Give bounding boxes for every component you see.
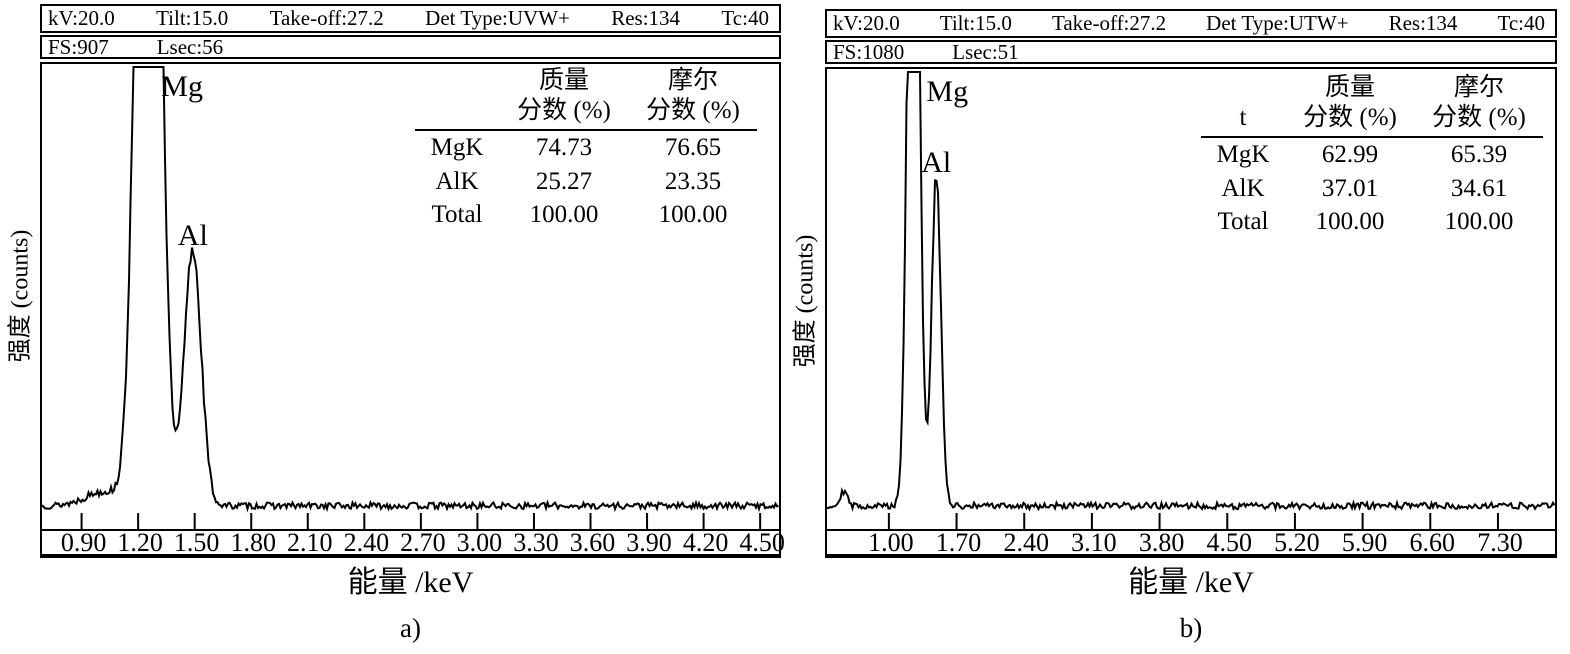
col-header-element (415, 64, 499, 131)
scale-settings-row: FS:1080 Lsec:51 (825, 40, 1557, 64)
x-tick-label: 2.40 (1003, 528, 1049, 557)
x-tick-label: 3.10 (1071, 528, 1117, 557)
cell-mass: 100.00 (529, 201, 599, 228)
setting-res: Res:134 (1388, 11, 1458, 35)
setting-tilt: Tilt:15.0 (939, 11, 1012, 35)
setting-lsec: Lsec:56 (156, 34, 224, 59)
quant-table-a: 质量 分数 (%) 摩尔 分数 (%) MgK 74.73 76.65 AlK 25… (415, 64, 757, 232)
table-row-total: Total 100.00 100.00 (415, 198, 757, 232)
spectrum-svg-b (827, 71, 1555, 529)
cell-element: Total (431, 201, 483, 228)
acquisition-settings-row: kV:20.0 Tilt:15.0 Take-off:27.2 Det Type… (825, 9, 1557, 38)
scale-settings-row: FS:907 Lsec:56 (40, 35, 781, 59)
cell-mole: 76.65 (664, 134, 722, 161)
quant-table-header: t 质量 分数 (%) 摩尔 分数 (%) (1201, 71, 1543, 138)
col-header-mole-pct: 摩尔 分数 (%) (629, 64, 757, 131)
panel-a: kV:20.0 Tilt:15.0 Take-off:27.2 Det Type… (8, 4, 785, 643)
subfigure-caption-a: a) (400, 613, 421, 643)
x-tick-label: 3.00 (456, 528, 503, 557)
plot-area-a: 质量 分数 (%) 摩尔 分数 (%) MgK 74.73 76.65 AlK 25… (40, 62, 781, 531)
col-header-mass-pct: 质量 分数 (%) (1285, 71, 1415, 138)
cell-element: Total (1217, 208, 1269, 235)
peak-label-al: Al (921, 145, 952, 179)
cell-mole: 23.35 (664, 167, 722, 195)
col-header-mass-pct: 质量 分数 (%) (499, 64, 629, 131)
setting-kv: kV:20.0 (833, 11, 900, 35)
peak-label-al: Al (177, 218, 208, 252)
cell-mass: 37.01 (1321, 174, 1379, 202)
cell-element: MgK (430, 134, 484, 161)
x-tick-label: 1.50 (173, 528, 220, 557)
x-tick-label: 2.10 (287, 528, 333, 557)
cell-element: AlK (435, 167, 479, 195)
x-axis-tick-labels-a: 0.90 1.20 1.50 1.80 2.10 2.40 2.70 3.00 3.30 3.60… (40, 528, 785, 558)
x-axis-title-a: 能量 /keV (347, 566, 474, 599)
setting-kv: kV:20.0 (48, 6, 115, 30)
x-tick-label: 3.60 (569, 528, 616, 557)
table-row-total: Total 100.00 100.00 (1201, 205, 1543, 239)
cell-element: AlK (1221, 174, 1265, 202)
x-tick-label: 1.20 (117, 528, 163, 557)
x-tick-label: 4.50 (739, 528, 785, 557)
x-tick-label: 3.30 (513, 528, 559, 557)
setting-dettype: Det Type:UTW+ (1206, 11, 1349, 35)
table-row-mgk: MgK 74.73 76.65 (415, 130, 757, 165)
col-header-mole-pct: 摩尔 分数 (%) (1415, 71, 1543, 138)
x-tick-label: 0.90 (60, 528, 107, 557)
setting-tc: Tc:40 (721, 6, 769, 30)
x-tick-label: 7.30 (1477, 528, 1523, 557)
x-tick-label: 5.20 (1274, 528, 1320, 557)
x-tick-label: 3.90 (626, 528, 672, 557)
setting-fs: FS:1080 (833, 39, 905, 64)
cell-mole: 100.00 (1444, 208, 1514, 235)
x-tick-label: 1.70 (935, 528, 982, 557)
setting-res: Res:134 (611, 6, 681, 30)
spectrum-svg-a (42, 66, 779, 529)
col-header-element: t (1201, 71, 1285, 138)
table-row-alk: AlK 37.01 34.61 (1201, 172, 1543, 206)
x-tick-label: 4.20 (682, 528, 729, 557)
setting-fs: FS:907 (48, 34, 109, 59)
x-tick-label: 1.80 (230, 528, 276, 557)
peak-label-mg: Mg (926, 75, 969, 108)
setting-takeoff: Take-off:27.2 (269, 6, 384, 30)
quant-table-header: 质量 分数 (%) 摩尔 分数 (%) (415, 64, 757, 131)
subfigure-caption-b: b) (1179, 613, 1203, 643)
setting-takeoff: Take-off:27.2 (1051, 11, 1167, 35)
x-tick-label: 5.90 (1341, 528, 1388, 557)
table-row-alk: AlK 25.27 23.35 (415, 165, 757, 199)
setting-lsec: Lsec:51 (952, 39, 1019, 64)
cell-mass: 100.00 (1315, 208, 1385, 235)
acquisition-settings-row: kV:20.0 Tilt:15.0 Take-off:27.2 Det Type… (40, 4, 781, 33)
plot-area-b: t 质量 分数 (%) 摩尔 分数 (%) MgK 62.99 65.39 AlK … (825, 67, 1557, 531)
spectrum-trace (42, 66, 779, 513)
x-tick-label: 2.70 (400, 528, 446, 557)
y-axis-title-b: 强度 (counts) (792, 234, 819, 368)
y-axis-title-a: 强度 (counts) (7, 229, 34, 363)
cell-mole: 34.61 (1450, 174, 1508, 202)
x-tick-label: 3.80 (1138, 528, 1185, 557)
cell-mass: 74.73 (535, 134, 593, 161)
x-tick-label: 6.60 (1409, 528, 1456, 557)
x-tick-label: 2.40 (343, 528, 390, 557)
cell-mass: 25.27 (535, 167, 593, 195)
x-tick-label: 1.00 (868, 528, 914, 557)
panel-b: kV:20.0 Tilt:15.0 Take-off:27.2 Det Type… (793, 9, 1557, 643)
cell-mole: 100.00 (658, 201, 728, 228)
setting-tc: Tc:40 (1497, 11, 1545, 35)
setting-dettype: Det Type:UVW+ (425, 6, 570, 30)
cell-element: MgK (1216, 141, 1270, 168)
spectrum-trace (827, 71, 1555, 513)
cell-mass: 62.99 (1321, 141, 1379, 168)
x-axis-tick-labels-b: 1.00 1.70 2.40 3.10 3.80 4.50 5.20 5.90 6.60 7.30 (825, 528, 1557, 558)
x-tick-label: 4.50 (1206, 528, 1253, 557)
peak-label-mg: Mg (161, 70, 203, 103)
cell-mole: 65.39 (1450, 141, 1508, 168)
x-axis-title-b: 能量 /keV (1128, 566, 1254, 599)
quant-table-b: t 质量 分数 (%) 摩尔 分数 (%) MgK 62.99 65.39 AlK … (1201, 71, 1543, 239)
setting-tilt: Tilt:15.0 (156, 6, 229, 30)
table-row-mgk: MgK 62.99 65.39 (1201, 137, 1543, 172)
